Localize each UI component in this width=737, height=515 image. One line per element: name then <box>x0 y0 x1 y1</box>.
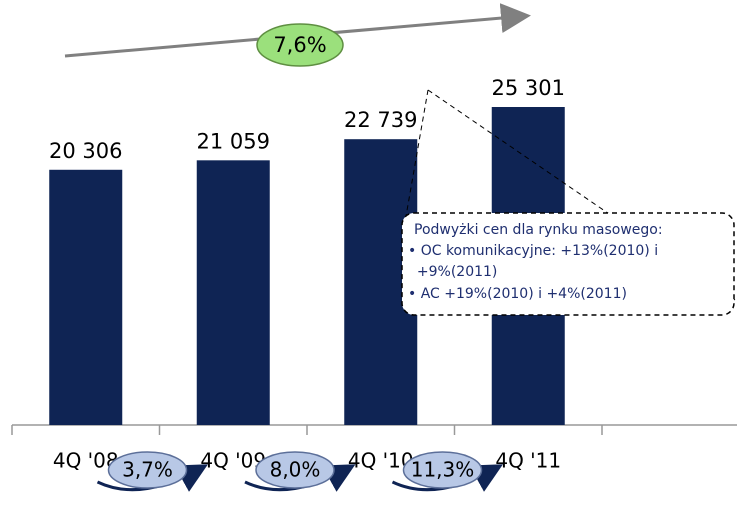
value-label: 22 739 <box>344 108 417 132</box>
callout-box <box>401 212 735 316</box>
callout-text: • OC komunikacyjne: +13%(2010) i <box>408 243 658 259</box>
callout-text: • AC +19%(2010) i +4%(2011) <box>408 286 627 302</box>
callout-text: +9%(2011) <box>408 264 497 280</box>
callout-text: Podwyżki cen dla rynku masowego: <box>414 222 663 238</box>
growth-arrow <box>96 464 209 492</box>
cagr-label: 7,6% <box>273 33 326 57</box>
marks <box>11 107 603 435</box>
x-tick-label: 4Q '09 <box>200 449 266 473</box>
bar <box>196 160 270 425</box>
callout-line <box>404 89 429 223</box>
bar <box>49 169 123 425</box>
value-label: 20 306 <box>49 139 122 163</box>
value-label: 25 301 <box>492 76 565 100</box>
x-tick-label: 4Q '10 <box>348 449 414 473</box>
growth-bubble <box>402 451 483 489</box>
growth-label: 11,3% <box>411 458 475 482</box>
growth-label: 8,0% <box>270 458 321 482</box>
growth-arrow <box>391 464 504 492</box>
cagr-bubble <box>256 23 344 67</box>
value-label: 21 059 <box>197 129 270 153</box>
x-tick-label: 4Q '11 <box>495 449 561 473</box>
growth-bubble <box>107 451 188 489</box>
growth-arrow <box>244 464 356 492</box>
x-tick-label: 4Q '08 <box>53 449 119 473</box>
growth-label: 3,7% <box>122 458 173 482</box>
growth-bubble <box>255 451 335 489</box>
